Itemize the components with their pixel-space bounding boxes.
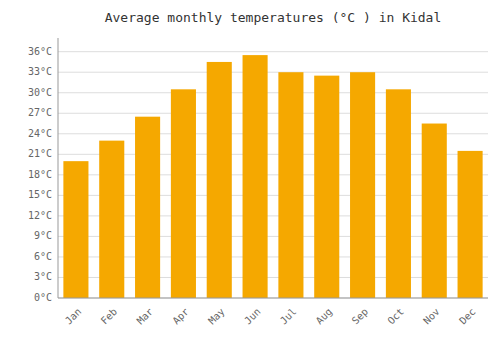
grid-line <box>58 298 488 299</box>
y-tick-label: 36°C <box>28 46 52 57</box>
x-tick-label: Mar <box>135 306 156 327</box>
x-tick-label: Apr <box>170 306 191 327</box>
title: Average monthly temperatures (°C ) in Ki… <box>105 10 442 25</box>
chart: Average monthly temperatures (°C ) in Ki… <box>0 0 500 350</box>
x-tick-label: Feb <box>99 306 120 327</box>
x-tick-label: Jun <box>242 306 263 327</box>
page: {"chart_data": {"type": "bar", "title": … <box>0 0 500 350</box>
bar <box>314 76 339 298</box>
y-tick-label: 9°C <box>34 230 52 241</box>
x-tick-label: Jul <box>278 306 299 327</box>
bar <box>171 89 196 298</box>
bar <box>386 89 411 298</box>
x-tick-label: Dec <box>457 306 478 327</box>
grid-line <box>58 113 488 114</box>
x-axis-line <box>58 298 488 299</box>
y-tick-label: 18°C <box>28 169 52 180</box>
bar <box>350 72 375 298</box>
y-tick-label: 30°C <box>28 87 52 98</box>
x-tick-label: Jan <box>63 306 84 327</box>
grid-line <box>58 51 488 52</box>
y-tick-label: 6°C <box>34 251 52 262</box>
bar <box>243 55 268 298</box>
y-tick-label: 0°C <box>34 292 52 303</box>
bar <box>458 151 483 298</box>
grid-line <box>58 92 488 93</box>
x-tick-label: Aug <box>314 306 335 327</box>
x-tick-label: Nov <box>421 306 442 327</box>
bar <box>278 72 303 298</box>
y-tick-label: 24°C <box>28 128 52 139</box>
y-tick-label: 27°C <box>28 107 52 118</box>
bar <box>63 161 88 298</box>
y-tick-label: 21°C <box>28 148 52 159</box>
y-tick-label: 33°C <box>28 66 52 77</box>
x-tick-label: Sep <box>350 306 371 327</box>
grid <box>58 52 488 298</box>
y-tick-label: 3°C <box>34 271 52 282</box>
x-tick-label: Oct <box>385 306 406 327</box>
y-axis-line <box>58 38 59 298</box>
bar <box>422 124 447 298</box>
bars <box>63 55 482 298</box>
bar <box>207 62 232 298</box>
y-tick-label: 12°C <box>28 210 52 221</box>
x-tick-label: May <box>206 306 227 327</box>
bar <box>99 141 124 298</box>
bar <box>135 117 160 298</box>
y-tick-label: 15°C <box>28 189 52 200</box>
grid-line <box>58 72 488 73</box>
